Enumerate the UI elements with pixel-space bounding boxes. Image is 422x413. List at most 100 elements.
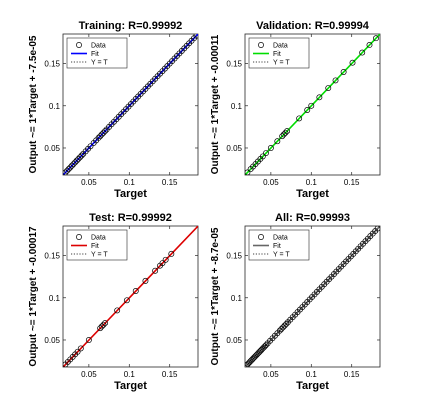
x-axis-label-training: Target — [114, 188, 147, 200]
plot-training: 0.05 0.1 0.15 0.05 0.1 0.15 Training: R=0.9999… — [28, 20, 199, 200]
x-tick-label-test: 0.15 — [162, 370, 178, 379]
data-point-validation — [359, 49, 366, 56]
legend-data-marker-all — [258, 234, 264, 240]
x-tick-label-training: 0.05 — [81, 178, 97, 187]
data-point-training — [72, 159, 79, 166]
y-axis-label-validation: Output ~= 1*Target + -0.00011 — [210, 34, 221, 174]
data-point-training — [75, 156, 82, 162]
x-tick-label-all: 0.05 — [263, 370, 279, 379]
y-tick-label-test: 0.15 — [44, 252, 60, 261]
data-point-test — [123, 297, 130, 304]
x-axis-label-validation: Target — [296, 188, 329, 200]
plot-area-validation — [245, 34, 380, 175]
data-point-all — [263, 342, 269, 348]
data-point-training — [67, 164, 74, 171]
data-point-all — [278, 326, 285, 332]
legend-label-test: Fit — [91, 243, 99, 250]
data-point-test — [132, 288, 139, 294]
data-point-all — [276, 327, 283, 334]
plot-title-test: Test: R=0.99992 — [89, 212, 172, 224]
data-point-test — [152, 267, 159, 274]
data-point-training — [68, 162, 75, 169]
data-point-test — [114, 307, 121, 314]
plot-title-all: All: R=0.99993 — [275, 212, 350, 224]
x-tick-label-training: 0.1 — [124, 178, 136, 187]
legend-label-all: Fit — [273, 243, 281, 250]
y-tick-label-test: 0.05 — [44, 336, 60, 345]
legend-data-marker-test — [76, 234, 82, 240]
plot-area-test — [63, 226, 198, 367]
data-point-test — [102, 320, 108, 327]
data-point-test — [142, 277, 149, 284]
legend-label-validation: Fit — [273, 51, 281, 58]
data-point-validation — [325, 85, 332, 91]
data-point-test — [77, 345, 84, 352]
data-point-all — [374, 226, 380, 232]
legend-label-test: Data — [91, 235, 106, 242]
data-point-training — [78, 152, 85, 159]
x-tick-label-validation: 0.1 — [306, 178, 318, 187]
data-point-validation — [340, 69, 347, 75]
data-point-validation — [316, 94, 323, 101]
legend-label-all: Y = T — [273, 252, 290, 259]
legend-label-all: Data — [273, 235, 288, 242]
plot-validation: 0.05 0.1 0.15 0.05 0.1 0.15 Validation: R=0.99… — [210, 20, 381, 200]
data-point-training — [98, 131, 105, 138]
data-point-validation — [280, 131, 287, 138]
data-point-validation — [279, 133, 286, 140]
data-point-all — [281, 322, 288, 329]
fit-line-validation — [245, 34, 380, 175]
y-tick-label-test: 0.1 — [49, 294, 61, 303]
fit-line-test — [63, 226, 198, 367]
data-point-training — [63, 169, 69, 175]
data-point-validation — [263, 150, 269, 156]
legend-label-training: Data — [91, 43, 106, 50]
data-point-test — [98, 323, 105, 330]
y-tick-label-validation: 0.15 — [226, 60, 242, 69]
legend-label-training: Fit — [91, 51, 99, 58]
x-tick-label-all: 0.1 — [306, 370, 318, 379]
y-axis-label-test: Output ~= 1*Target + -0.00017 — [28, 226, 39, 367]
data-point-test — [74, 348, 81, 355]
y-axis-label-training: Output ~= 1*Target + -7.5e-05 — [28, 35, 39, 173]
data-point-test — [85, 337, 92, 343]
y-axis-label-all: Output ~= 1*Target + -8.7e-05 — [210, 227, 221, 365]
x-tick-label-test: 0.05 — [81, 370, 97, 379]
y-tick-label-all: 0.15 — [226, 252, 242, 261]
data-point-validation — [282, 129, 289, 136]
legend-label-test: Y = T — [91, 252, 108, 259]
data-point-training — [100, 129, 107, 136]
data-point-validation — [274, 138, 281, 145]
data-point-validation — [332, 77, 339, 84]
legend-label-training: Y = T — [91, 60, 108, 67]
data-point-training — [77, 154, 83, 161]
data-point-training — [65, 166, 72, 173]
x-axis-label-all: Target — [296, 380, 329, 392]
plot-area-training — [63, 34, 198, 175]
y-tick-label-training: 0.05 — [44, 144, 60, 153]
plot-title-validation: Validation: R=0.99994 — [256, 20, 370, 32]
data-point-training — [64, 167, 70, 174]
data-point-validation — [373, 35, 379, 42]
data-point-training — [102, 128, 108, 135]
y-tick-label-validation: 0.1 — [231, 102, 243, 111]
data-point-test — [162, 256, 169, 263]
data-point-training — [73, 157, 80, 164]
x-axis-label-test: Target — [114, 380, 147, 392]
legend-label-validation: Y = T — [273, 60, 290, 67]
data-point-validation — [259, 153, 266, 160]
x-tick-label-test: 0.1 — [124, 370, 136, 379]
data-point-training — [70, 161, 77, 167]
data-point-all — [283, 320, 290, 327]
data-point-all — [280, 324, 286, 331]
x-tick-label-validation: 0.05 — [263, 178, 279, 187]
data-point-validation — [284, 128, 290, 135]
y-tick-label-all: 0.05 — [226, 336, 242, 345]
y-tick-label-training: 0.15 — [44, 60, 60, 69]
data-point-test — [168, 250, 175, 257]
x-tick-label-all: 0.15 — [344, 370, 360, 379]
data-point-training — [95, 134, 102, 141]
x-tick-label-validation: 0.15 — [344, 178, 360, 187]
